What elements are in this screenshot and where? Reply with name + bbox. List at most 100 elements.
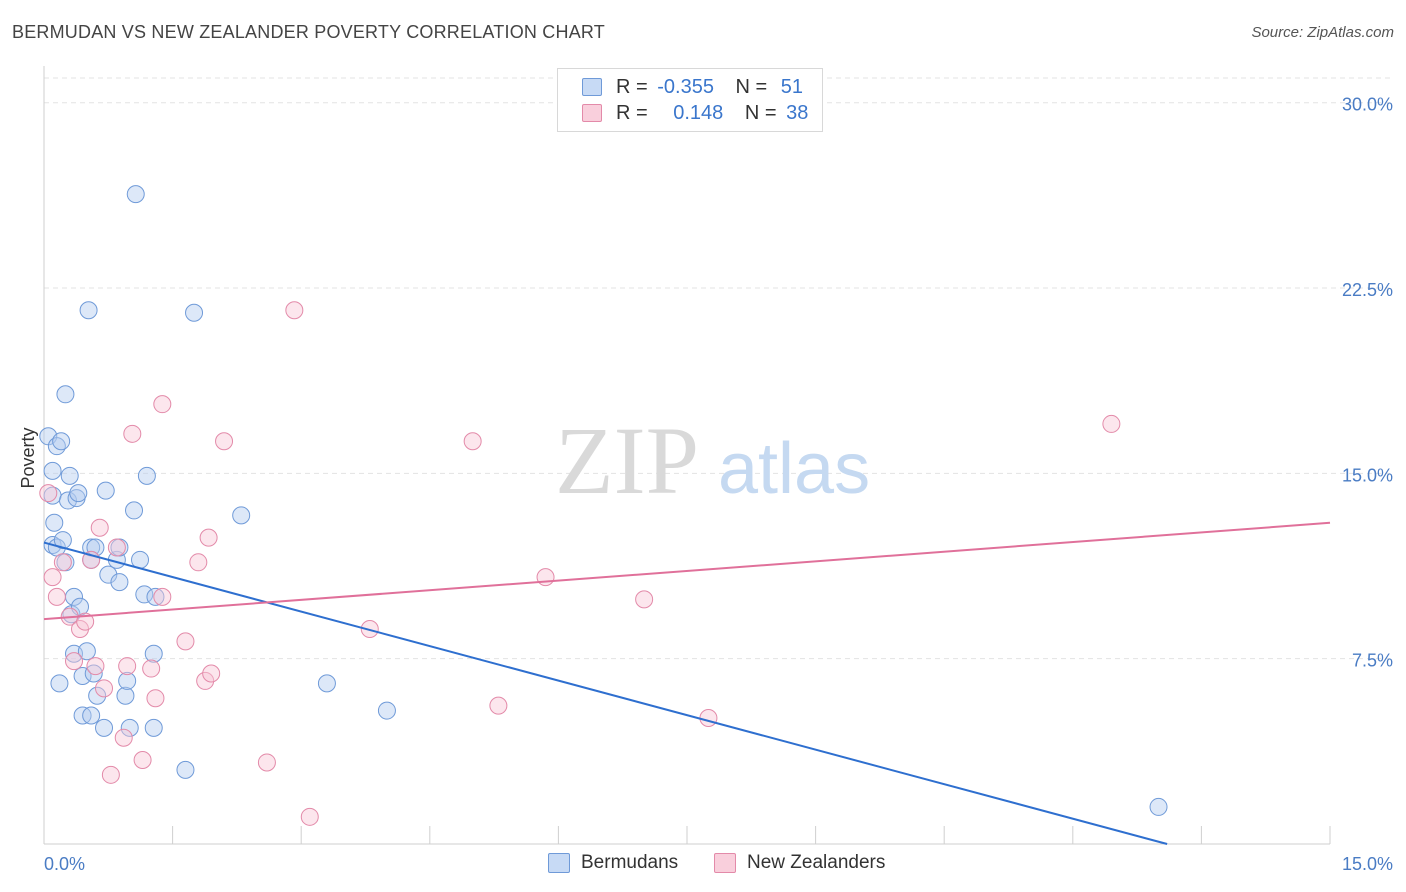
legend-n-label: N =: [744, 102, 777, 124]
bermudan-point: [126, 185, 145, 204]
y-tick-label: 15.0%: [1342, 465, 1393, 485]
bermudan-point: [185, 303, 204, 322]
x-tick-label: 0.0%: [44, 854, 85, 874]
new-zealander-point: [489, 696, 508, 715]
bermudan-point: [96, 481, 115, 500]
bermudan-point: [377, 701, 396, 720]
tick-labels: 7.5% 15.0% 22.5% 30.0% 0.0% 15.0%: [44, 95, 1393, 874]
bermudan-point: [144, 718, 163, 737]
legend-n-value: 38: [786, 102, 809, 124]
new-zealander-point: [285, 301, 304, 320]
new-zealander-point: [199, 528, 218, 547]
new-zealander-point: [153, 395, 172, 414]
new-zealander-point: [176, 632, 195, 651]
trend-lines: [43, 521, 1331, 845]
bermudan-point: [176, 760, 195, 779]
new-zealander-point: [86, 657, 105, 676]
legend-r-label: R =: [616, 76, 648, 98]
bermudan-point: [146, 587, 165, 606]
new-zealander-point: [133, 750, 152, 769]
new-zealander-point: [1102, 414, 1121, 433]
new-zealanders-swatch: [714, 853, 736, 873]
bermudan-point: [99, 565, 118, 584]
legend-r-label: R =: [616, 102, 648, 124]
bermudan-point: [43, 461, 62, 480]
new-zealander-point: [536, 568, 555, 587]
new-zealander-point: [257, 753, 276, 772]
bermudan-point: [116, 686, 135, 705]
bermudan-point: [144, 644, 163, 663]
new-zealander-point: [47, 587, 66, 606]
new-zealander-point: [196, 671, 215, 690]
new-zealander-point: [189, 553, 208, 572]
new-zealander-point: [123, 424, 142, 443]
x-tick-label: 15.0%: [1342, 854, 1393, 874]
new-zealander-point: [53, 553, 72, 572]
bermudan-point: [69, 484, 88, 503]
bermudan-point: [118, 671, 137, 690]
legend-r-value: -0.355: [657, 76, 714, 98]
legend-n-label: N =: [735, 76, 768, 98]
new-zealander-point: [107, 538, 126, 557]
watermark-atlas: atlas: [718, 429, 870, 509]
correlation-legend: R = -0.355 N = 51 R = 0.148 N = 38: [557, 68, 823, 132]
bermudan-point: [84, 664, 103, 683]
y-tick-label: 7.5%: [1352, 651, 1393, 671]
bermudan-point: [1149, 797, 1168, 816]
bermudans-label: Bermudans: [581, 852, 679, 873]
legend-n-value: 51: [780, 76, 804, 98]
bermudans-swatch: [548, 853, 570, 873]
bermudan-point: [317, 674, 336, 693]
y-axis-label: Poverty: [18, 427, 38, 488]
bermudan-point: [135, 585, 154, 604]
bermudan-point: [232, 506, 251, 525]
bermudans-trend-line: [43, 541, 1168, 845]
new-zealander-point: [635, 590, 654, 609]
bermudan-point: [110, 573, 129, 592]
watermark: ZIP atlas: [555, 407, 870, 514]
axes: [43, 66, 1331, 845]
bermudan-point: [45, 513, 64, 532]
new-zealander-point: [463, 432, 482, 451]
bermudan-point: [88, 686, 107, 705]
new-zealanders-swatch: [582, 104, 602, 122]
new-zealander-point: [95, 679, 114, 698]
new-zealander-point: [90, 518, 109, 537]
new-zealander-point: [39, 484, 58, 503]
bermudan-point: [50, 674, 69, 693]
data-points: [39, 185, 1168, 826]
bermudan-point: [77, 642, 96, 661]
new-zealander-point: [699, 708, 718, 727]
bermudan-point: [79, 301, 98, 320]
grid-lines: [44, 77, 1394, 660]
new-zealander-point: [215, 432, 234, 451]
bermudans-swatch: [582, 78, 602, 96]
bermudan-point: [60, 466, 79, 485]
watermark-zip: ZIP: [555, 407, 699, 514]
bermudan-point: [56, 385, 75, 404]
source-label: Source: ZipAtlas.com: [1251, 24, 1394, 41]
bermudan-point: [73, 666, 92, 685]
new-zealander-point: [43, 568, 62, 587]
bermudan-point: [52, 432, 71, 451]
new-zealander-point: [101, 765, 120, 784]
bermudan-point: [95, 718, 114, 737]
new-zealander-point: [153, 587, 172, 606]
bermudan-point: [82, 706, 101, 725]
new-zealander-point: [142, 659, 161, 678]
new-zealanders-label: New Zealanders: [747, 852, 886, 873]
bermudan-point: [137, 466, 156, 485]
new-zealander-point: [202, 664, 221, 683]
new-zealander-point: [300, 807, 319, 826]
chart-title: BERMUDAN VS NEW ZEALANDER POVERTY CORREL…: [12, 22, 605, 42]
bermudan-point: [125, 501, 144, 520]
new-zealanders-trend-line: [43, 521, 1331, 621]
new-zealander-point: [118, 657, 137, 676]
new-zealander-point: [114, 728, 133, 747]
y-tick-label: 22.5%: [1342, 280, 1393, 300]
new-zealander-point: [65, 652, 84, 671]
legend-r-value: 0.148: [673, 102, 724, 124]
new-zealander-point: [146, 689, 165, 708]
bermudan-point: [120, 718, 139, 737]
